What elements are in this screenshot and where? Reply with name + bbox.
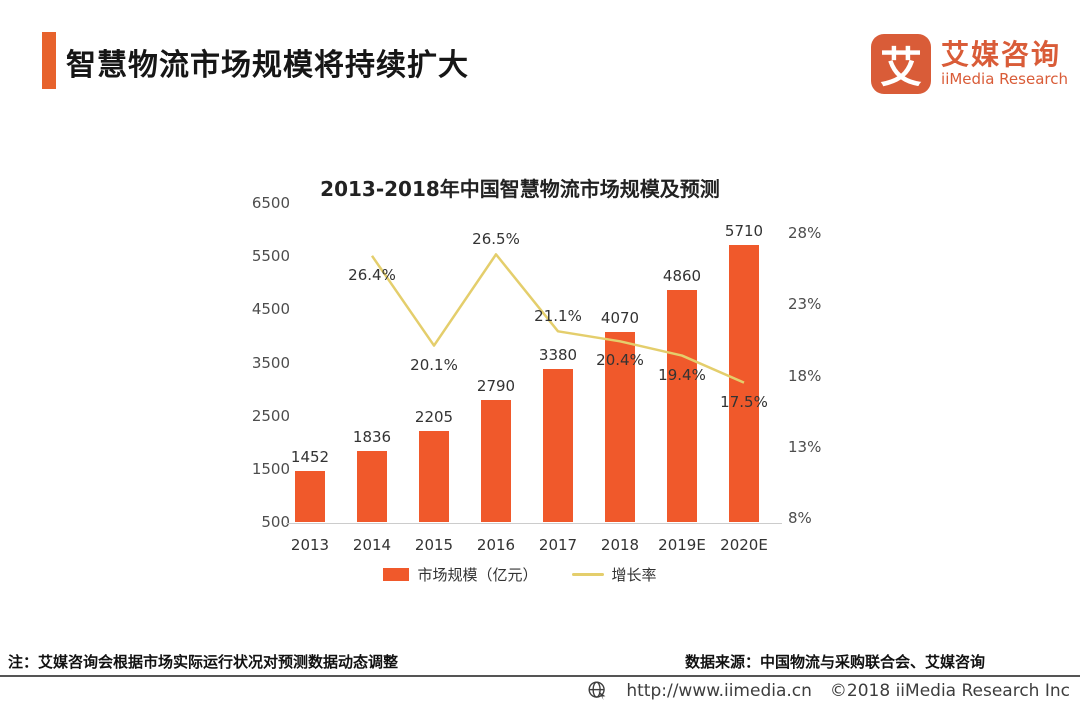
globe-icon xyxy=(587,680,608,701)
bar-2013 xyxy=(295,471,325,522)
bar-value-label: 1452 xyxy=(290,448,330,467)
y-axis-tick-left: 500 xyxy=(261,513,290,531)
y-axis-tick-left: 1500 xyxy=(251,459,290,478)
brand-name-en: iiMedia Research xyxy=(941,70,1068,89)
y-axis-tick-right: 13% xyxy=(788,437,822,456)
footnote: 注：艾媒咨询会根据市场实际运行状况对预测数据动态调整 xyxy=(8,653,399,671)
brand-logo: 艾 艾媒咨询 iiMedia Research xyxy=(871,34,1068,94)
growth-rate-label: 17.5% xyxy=(720,392,768,411)
y-axis-tick-right: 18% xyxy=(788,366,822,385)
footer-divider xyxy=(0,675,1080,677)
bar-value-label: 5710 xyxy=(724,222,764,240)
page-title: 智慧物流市场规模将持续扩大 xyxy=(66,48,469,83)
x-axis-tick: 2015 xyxy=(414,536,454,554)
growth-rate-label: 26.4% xyxy=(348,265,396,284)
x-axis-tick: 2017 xyxy=(538,536,578,554)
y-axis-tick-left: 3500 xyxy=(251,353,290,372)
growth-rate-label: 20.1% xyxy=(410,355,458,374)
bar-2016 xyxy=(481,400,511,522)
bar-2015 xyxy=(419,431,449,522)
x-axis-tick: 2016 xyxy=(476,536,516,554)
y-axis-tick-left: 5500 xyxy=(251,247,290,266)
brand-name-cn: 艾媒咨询 xyxy=(941,37,1062,71)
iimedia-logo-icon: 艾 xyxy=(871,34,932,94)
footer-url: http://www.iimedia.cn xyxy=(626,680,812,701)
y-axis-tick-left: 2500 xyxy=(251,406,290,425)
title-accent-bar xyxy=(42,32,56,89)
growth-rate-label: 20.4% xyxy=(596,351,644,370)
x-axis-line xyxy=(286,523,782,524)
growth-rate-label: 19.4% xyxy=(658,365,706,384)
legend-bar-swatch xyxy=(383,568,410,581)
y-axis-tick-right: 8% xyxy=(788,509,812,527)
bar-value-label: 4860 xyxy=(662,267,702,286)
bar-value-label: 2790 xyxy=(476,377,516,396)
x-axis-tick: 2018 xyxy=(600,536,640,554)
bar-value-label: 1836 xyxy=(352,427,392,446)
y-axis-tick-left: 4500 xyxy=(251,300,290,319)
y-axis-tick-left: 6500 xyxy=(251,194,290,212)
bar-2017 xyxy=(543,368,573,522)
bar-value-label: 2205 xyxy=(414,408,454,427)
x-axis-tick: 2013 xyxy=(290,536,330,554)
bar-2014 xyxy=(357,450,387,522)
x-axis-tick: 2014 xyxy=(352,536,392,554)
chart-legend: 市场规模（亿元） 增长率 xyxy=(240,564,800,585)
x-axis-tick: 2019E xyxy=(658,536,706,554)
logo-mark-char: 艾 xyxy=(880,42,923,92)
legend-item-market-size: 市场规模（亿元） xyxy=(383,564,538,585)
data-source: 数据来源：中国物流与采购联合会、艾媒咨询 xyxy=(684,653,985,671)
y-axis-tick-right: 23% xyxy=(788,295,822,314)
legend-line-swatch xyxy=(571,573,604,576)
legend-item-growth-rate: 增长率 xyxy=(571,564,657,585)
footer-copyright: ©2018 iiMedia Research Inc xyxy=(829,680,1070,701)
growth-rate-label: 21.1% xyxy=(534,307,582,326)
brand-logo-text: 艾媒咨询 iiMedia Research xyxy=(941,37,1068,89)
growth-rate-label: 26.5% xyxy=(472,230,520,249)
bar-2019E xyxy=(667,290,697,522)
bar-2020E xyxy=(729,245,759,522)
y-axis-tick-right: 28% xyxy=(788,224,822,242)
chart-title: 2013-2018年中国智慧物流市场规模及预测 xyxy=(320,177,720,201)
page-footer: http://www.iimedia.cn ©2018 iiMedia Rese… xyxy=(587,680,1070,701)
x-axis-tick: 2020E xyxy=(720,536,768,554)
legend-bar-label: 市场规模（亿元） xyxy=(417,566,538,584)
legend-line-label: 增长率 xyxy=(611,566,657,584)
